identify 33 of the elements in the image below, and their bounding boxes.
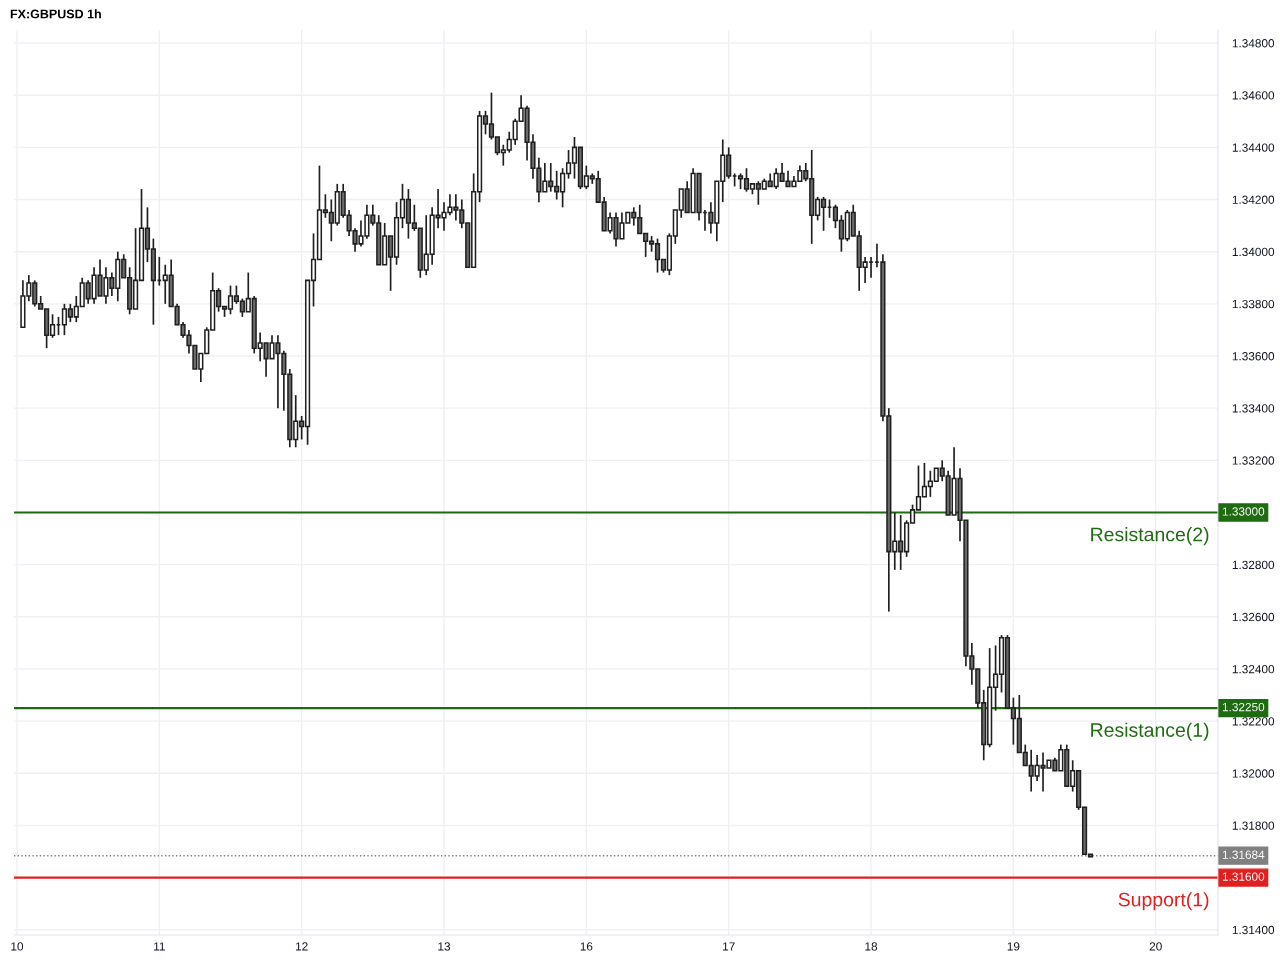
y-tick-label: 1.33400 bbox=[1232, 404, 1275, 413]
annotation: Resistance(2) bbox=[1091, 527, 1209, 546]
x-tick-label: 16 bbox=[580, 942, 593, 951]
x-tick-label: 18 bbox=[865, 942, 878, 951]
y-tick-label: 1.34200 bbox=[1232, 195, 1275, 204]
ref-line-label: 1.33000 bbox=[1222, 507, 1265, 516]
y-tick-label: 1.34400 bbox=[1232, 143, 1275, 152]
y-tick-label: 1.33600 bbox=[1232, 352, 1275, 361]
y-tick-label: 1.34000 bbox=[1232, 247, 1275, 257]
x-tick-label: 11 bbox=[154, 942, 165, 951]
x-tick-label: 19 bbox=[1007, 942, 1020, 951]
y-tick-label: 1.31800 bbox=[1232, 821, 1275, 830]
ref-line-label: 1.32250 bbox=[1222, 702, 1265, 712]
y-tick-label: 1.34600 bbox=[1232, 91, 1275, 100]
y-tick-label: 1.33200 bbox=[1232, 456, 1275, 465]
y-tick-label: 1.34800 bbox=[1232, 39, 1275, 48]
y-tick-label: 1.32400 bbox=[1232, 665, 1275, 674]
y-tick-label: 1.33800 bbox=[1232, 299, 1275, 309]
y-tick-label: 1.32000 bbox=[1232, 769, 1275, 778]
y-tick-label: 1.32600 bbox=[1232, 612, 1275, 622]
ref-line-label: 1.31600 bbox=[1222, 872, 1265, 881]
x-tick-label: 17 bbox=[723, 942, 735, 951]
annotation: Support(1) bbox=[1118, 892, 1209, 911]
x-tick-label: 20 bbox=[1149, 942, 1162, 951]
x-tick-label: 10 bbox=[11, 942, 24, 951]
ref-line-label: 1.31684 bbox=[1222, 850, 1265, 859]
annotation: Resistance(1) bbox=[1091, 722, 1209, 741]
x-tick-label: 13 bbox=[438, 942, 451, 951]
y-tick-label: 1.32800 bbox=[1232, 560, 1275, 570]
x-tick-label: 12 bbox=[295, 942, 308, 951]
y-tick-label: 1.31400 bbox=[1232, 925, 1275, 935]
chart-title: FX:GBPUSD 1h bbox=[10, 9, 101, 19]
y-tick-label: 1.32200 bbox=[1232, 717, 1275, 726]
